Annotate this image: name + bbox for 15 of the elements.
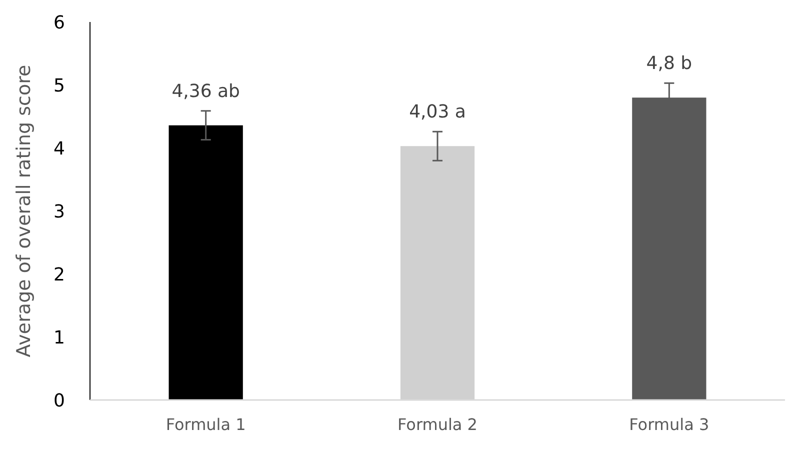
x-tick-label: Formula 1: [166, 415, 246, 434]
data-label: 4,8 b: [646, 53, 692, 74]
y-tick-label: 3: [54, 201, 65, 222]
data-label: 4,03 a: [409, 102, 466, 123]
y-tick-label: 6: [54, 12, 65, 34]
y-tick-label: 1: [54, 327, 65, 348]
y-tick-label: 4: [54, 138, 65, 160]
y-tick-label: 2: [54, 264, 65, 286]
y-axis-title: Average of overall rating score: [13, 64, 35, 358]
bar: [168, 125, 243, 400]
y-tick-label: 5: [54, 75, 65, 96]
x-tick-label: Formula 3: [629, 415, 710, 434]
x-tick-label: Formula 2: [398, 415, 478, 434]
data-label: 4,36 ab: [172, 80, 240, 102]
y-tick-label: 0: [54, 390, 65, 412]
